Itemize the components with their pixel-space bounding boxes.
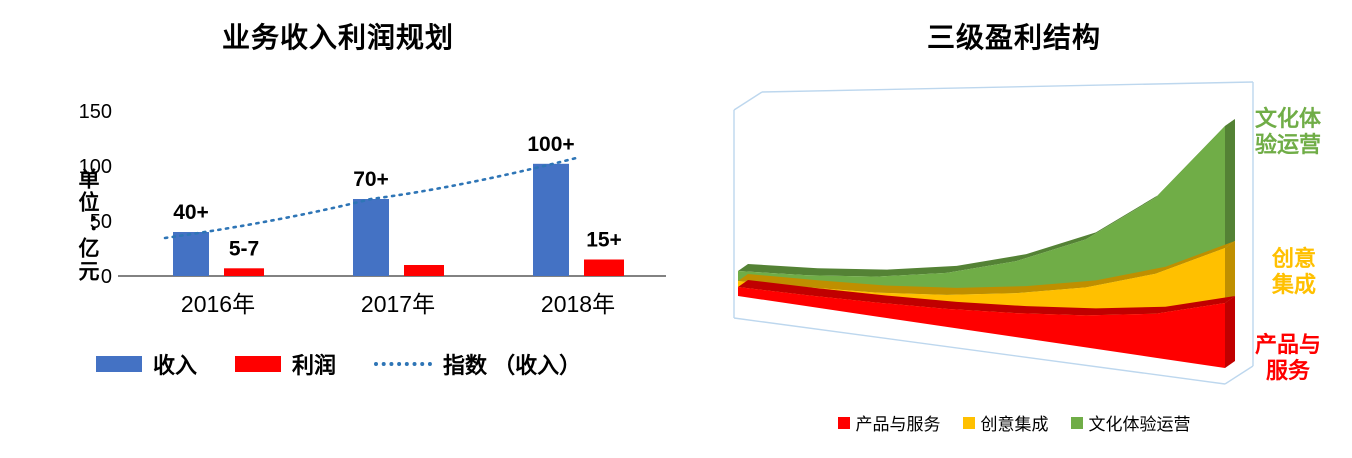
area-end-face [1225, 296, 1235, 368]
left-chart-legend: 收入 利润 指数 （收入） [96, 348, 581, 380]
frame-line [733, 91, 763, 111]
profit-bar [404, 265, 444, 276]
revenue-data-label: 70+ [353, 168, 389, 191]
bar-chart-svg: 150 100 50 0 40+ 5-7 2016年 70+ 2017年 100+ 15+ 2018年 [79, 101, 666, 317]
side-label-line: 服务 [1265, 358, 1310, 383]
profit-bar [584, 259, 624, 276]
profit-bar [224, 268, 264, 276]
side-label-line: 产品与 [1254, 332, 1321, 357]
revenue-bar [353, 199, 389, 276]
revenue-bar [533, 163, 569, 276]
frame-line [733, 317, 1226, 385]
y-tick-label: 150 [79, 101, 112, 123]
profit-legend-label: 利润 [292, 353, 337, 378]
y-axis-unit-label: 单位：亿元 [76, 168, 99, 283]
right-chart-legend: 产品与服务 创意集成 文化体验运营 [676, 410, 1352, 435]
profit-structure-panel: 三级盈利结构 文化体 验运营 创意 集成 产品与 服务 产品与服务 创意集成 [676, 0, 1352, 458]
area-top-edge [738, 241, 1235, 295]
legend-item-culture: 文化体验运营 [1070, 410, 1191, 435]
legend-item-creative: 创意集成 [962, 410, 1049, 435]
area-band [738, 126, 1225, 295]
trend-line [163, 156, 579, 240]
creative-legend-swatch [962, 416, 975, 429]
right-chart-title: 三级盈利结构 [926, 22, 1101, 53]
area-end-face [1225, 241, 1235, 303]
y-tick-label: 100 [79, 156, 112, 178]
culture-legend-swatch [1070, 416, 1083, 429]
trend-legend-swatch [374, 362, 433, 366]
side-label-culture: 文化体 验运营 [1236, 106, 1340, 158]
x-axis-label: 2017年 [361, 291, 435, 317]
culture-legend-label: 文化体验运营 [1088, 415, 1191, 434]
area-chart-svg [733, 81, 1254, 385]
legend-item-trend: 指数 （收入） [374, 348, 581, 380]
trend-legend-label: 指数 （收入） [443, 353, 582, 378]
left-chart-title: 业务收入利润规划 [221, 22, 454, 53]
side-label-line: 文化体 [1254, 106, 1321, 131]
side-label-creative: 创意 集成 [1242, 246, 1346, 298]
side-label-line: 创意 [1271, 246, 1316, 271]
profit-data-label: 5-7 [229, 237, 259, 260]
legend-item-product: 产品与服务 [837, 410, 941, 435]
legend-item-profit: 利润 [235, 348, 336, 380]
area-end-face [1225, 119, 1235, 248]
frame-line [761, 81, 1254, 93]
area-top-edge [738, 280, 1235, 316]
x-axis-label: 2018年 [541, 291, 615, 317]
revenue-legend-label: 收入 [153, 353, 198, 378]
revenue-legend-swatch [96, 356, 142, 372]
side-label-product: 产品与 服务 [1236, 332, 1340, 384]
x-axis-label: 2016年 [181, 291, 255, 317]
product-legend-swatch [837, 416, 850, 429]
y-tick-label: 0 [101, 266, 112, 288]
side-label-line: 验运营 [1254, 132, 1321, 157]
revenue-profit-chart-panel: 业务收入利润规划 单位：亿元 150 100 50 0 40+ 5-7 2016年 70+ 20… [76, 22, 666, 380]
y-tick-label: 50 [90, 211, 112, 233]
profit-legend-swatch [235, 356, 282, 372]
product-legend-label: 产品与服务 [855, 415, 941, 434]
creative-legend-label: 创意集成 [980, 415, 1049, 434]
area-band [738, 287, 1225, 368]
legend-item-revenue: 收入 [96, 348, 197, 380]
revenue-bar [173, 232, 209, 276]
side-label-line: 集成 [1271, 272, 1316, 297]
frame-line [1224, 365, 1254, 385]
revenue-data-label: 100+ [527, 133, 574, 156]
profit-data-label: 15+ [586, 229, 622, 252]
revenue-data-label: 40+ [173, 201, 209, 224]
